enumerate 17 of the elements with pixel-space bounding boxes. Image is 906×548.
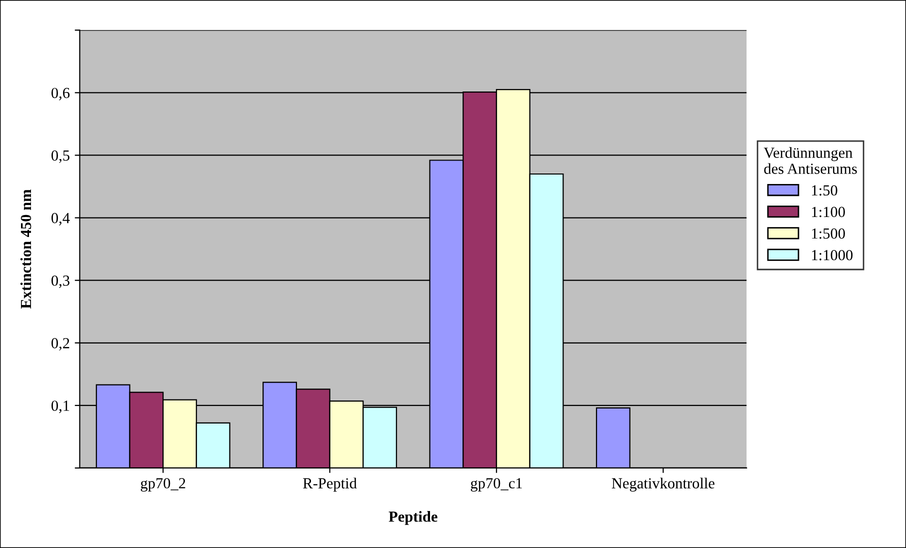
- x-tick-label: Negativkontrolle: [612, 478, 714, 492]
- x-tick-label: R-Peptid: [303, 478, 357, 492]
- x-tick-label: gp70_2: [140, 478, 186, 492]
- y-tick-label: 0,4: [51, 212, 70, 226]
- x-axis-title: Peptide: [388, 511, 438, 525]
- y-axis-title: Extinction 450 nm: [20, 189, 32, 309]
- y-tick-label: 0,2: [51, 338, 70, 351]
- x-tick-label: gp70_c1: [470, 478, 522, 492]
- legend-label: 1:100: [812, 206, 845, 218]
- y-tick-label: 0,3: [51, 275, 70, 288]
- legend-label: 1:500: [812, 228, 845, 239]
- y-tick-label: 0,5: [51, 150, 70, 163]
- legend-title: Verdünnungen des Antiserums: [764, 147, 857, 174]
- y-tick-label: 0,1: [51, 400, 70, 414]
- legend-label: 1:50: [812, 185, 838, 196]
- legend-label: 1:1000: [812, 250, 853, 260]
- y-tick-label: 0,6: [51, 88, 70, 100]
